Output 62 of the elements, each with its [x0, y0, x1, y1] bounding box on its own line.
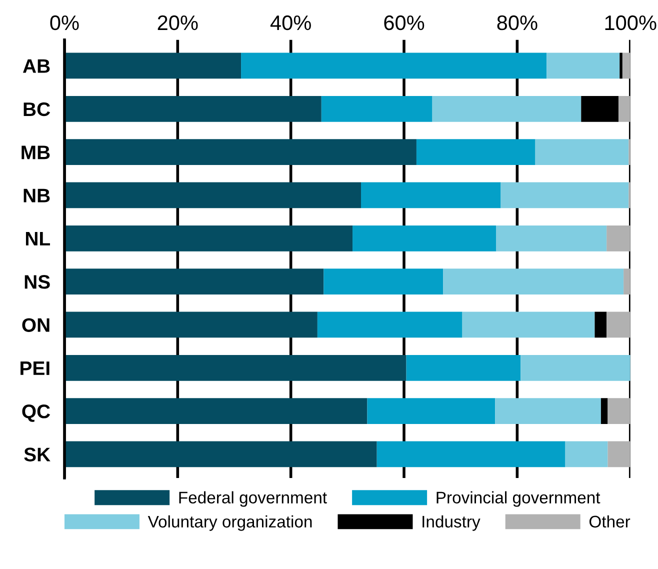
bar	[64, 182, 362, 208]
bar	[64, 139, 416, 166]
y-tick-label: ON	[22, 318, 50, 332]
bar	[622, 52, 630, 79]
bar	[64, 52, 242, 79]
y-tick-label: BC	[24, 102, 50, 116]
bar	[64, 225, 353, 252]
bar	[581, 96, 618, 122]
bar	[462, 312, 595, 338]
bar	[64, 268, 324, 295]
y-tick-label: QC	[22, 404, 50, 422]
bar	[500, 182, 629, 208]
y-tick-label: MB	[22, 146, 50, 160]
x-tick-label: 20%	[158, 15, 198, 30]
bar	[64, 354, 406, 381]
bar	[606, 225, 630, 252]
bar	[618, 96, 630, 122]
bar	[624, 268, 630, 295]
bar	[64, 441, 377, 468]
bar	[608, 398, 630, 424]
bar	[64, 96, 322, 122]
y-tick-label: AB	[22, 59, 50, 73]
x-tick-label: 40%	[270, 15, 311, 30]
legend-label: Provincial government	[436, 491, 600, 507]
bar	[606, 312, 630, 338]
bar	[546, 52, 620, 79]
bar	[535, 139, 629, 166]
legend-label: Industry	[422, 515, 480, 531]
x-tick-label: 0%	[50, 15, 79, 30]
bar	[324, 268, 444, 295]
y-tick-label: NB	[24, 188, 50, 202]
legend-label: Voluntary organization	[148, 515, 312, 531]
bar	[495, 398, 601, 424]
bar	[432, 96, 582, 122]
bar	[496, 225, 607, 252]
bar	[520, 354, 630, 381]
bar	[416, 139, 536, 166]
y-tick-label: NL	[26, 232, 50, 246]
bar	[443, 268, 624, 295]
legend-label: Federal government	[179, 491, 327, 507]
bar	[64, 398, 368, 424]
legend-label: Other	[589, 515, 630, 528]
y-tick-label: PEI	[20, 362, 50, 375]
y-tick-label: SK	[24, 448, 50, 462]
bar	[241, 52, 547, 79]
bar	[367, 398, 496, 424]
x-tick-label: 100%	[605, 15, 656, 30]
bar	[317, 312, 462, 338]
bar	[352, 225, 496, 252]
bar	[608, 441, 630, 468]
bar	[321, 96, 432, 122]
bar	[376, 441, 566, 468]
y-tick-label: NS	[24, 275, 50, 289]
bar	[406, 354, 521, 381]
bar	[620, 52, 622, 79]
x-tick-label: 60%	[384, 15, 424, 30]
bar	[361, 182, 501, 208]
x-tick-label: 80%	[497, 15, 538, 30]
bar	[600, 398, 608, 424]
bar	[594, 312, 607, 338]
bar	[64, 312, 318, 338]
bar	[565, 441, 608, 468]
